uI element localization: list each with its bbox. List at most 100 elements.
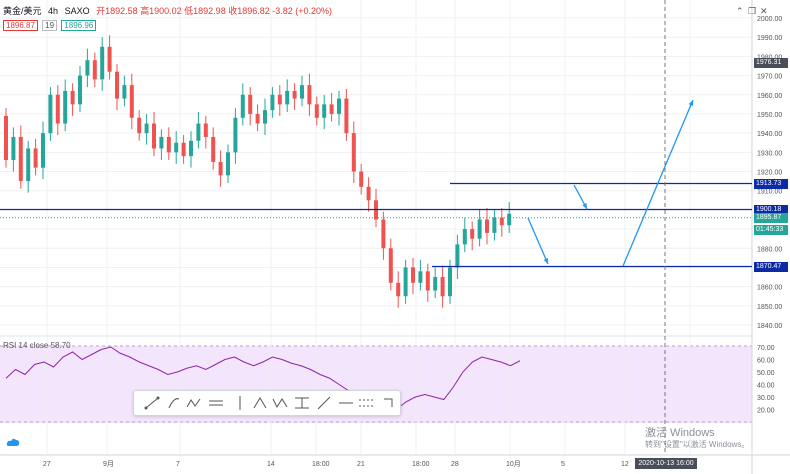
buy-price[interactable]: 1896.96 xyxy=(61,20,97,31)
time-tick-label: 21 xyxy=(357,461,365,468)
candle-body xyxy=(4,115,8,160)
candle-body xyxy=(129,85,134,118)
price-tick-label: 1930.00 xyxy=(757,150,782,157)
time-tick-label: 5 xyxy=(561,461,565,468)
trend-line-icon[interactable] xyxy=(144,395,160,411)
symbol-label[interactable]: 黄金/美元 xyxy=(3,6,42,16)
forecast-arrow-down-2-head xyxy=(543,258,548,264)
candle-body xyxy=(351,133,356,172)
candle-body xyxy=(277,94,282,105)
quote-row: 1896.87 19 1896.96 xyxy=(3,20,98,31)
sell-price[interactable]: 1896.87 xyxy=(3,20,38,31)
price-tick-label: 1880.00 xyxy=(757,246,782,253)
price-tag: 01:45:33 xyxy=(754,225,788,236)
candle-body xyxy=(174,142,179,153)
ray-icon[interactable] xyxy=(316,395,332,411)
candle-body xyxy=(477,219,482,239)
candle-body xyxy=(388,248,393,283)
candle-body xyxy=(396,282,401,297)
forecast-arrow-up-head xyxy=(688,100,694,106)
candle-body xyxy=(33,148,38,168)
cloud-icon[interactable] xyxy=(6,437,20,447)
pattern-icon[interactable] xyxy=(186,395,202,411)
price-tick-label: 2000.00 xyxy=(757,16,782,23)
candle-body xyxy=(314,104,319,118)
candle-body xyxy=(92,60,97,80)
time-tick-label: 10月 xyxy=(506,460,521,468)
price-tag: 1870.47 xyxy=(754,261,788,272)
crosshair-date: 2020-10-13 16:00 xyxy=(635,458,697,469)
rsi-tick-label: 20.00 xyxy=(757,408,775,415)
chart-header: 黄金/美元 4h SAXO 开1892.58 高1900.02 低1892.98… xyxy=(3,4,336,17)
rsi-line xyxy=(5,346,521,411)
candle-body xyxy=(418,271,423,283)
candle-body xyxy=(285,90,290,105)
candle-body xyxy=(403,267,408,297)
candle-body xyxy=(485,219,489,233)
candle-body xyxy=(85,60,90,76)
candle-body xyxy=(152,123,156,149)
candle-body xyxy=(100,46,105,80)
more-tools-icon[interactable] xyxy=(380,395,396,411)
candle-body xyxy=(137,117,142,134)
price-tick-label: 1960.00 xyxy=(757,93,782,100)
spread-value: 19 xyxy=(42,20,58,31)
candle-body xyxy=(166,136,171,153)
candle-body xyxy=(144,123,149,134)
abcd-icon[interactable] xyxy=(272,395,288,411)
candle-body xyxy=(226,152,230,176)
time-tick-label: 7 xyxy=(176,461,180,468)
candle-body xyxy=(203,123,208,137)
candle-body xyxy=(359,171,364,187)
candle-body xyxy=(115,71,119,99)
candle-body xyxy=(233,117,238,153)
candle-body xyxy=(440,277,445,297)
candle-body xyxy=(263,110,267,124)
brush-icon[interactable] xyxy=(166,395,182,411)
interval-label[interactable]: 4h xyxy=(48,6,59,16)
candle-body xyxy=(48,94,53,134)
price-tag: 1900.18 xyxy=(754,204,788,215)
measure-icon[interactable] xyxy=(294,395,310,411)
horizontal-ray-icon[interactable] xyxy=(358,395,374,411)
forecast-arrow-up xyxy=(622,99,694,267)
candle-body xyxy=(307,85,312,105)
price-tag: 1895.87 xyxy=(754,212,788,223)
candle-body xyxy=(181,142,186,157)
close-icon[interactable]: ✕ xyxy=(760,6,768,16)
candle-body xyxy=(218,161,223,176)
ohlc-readout: 开1892.58 高1900.02 低1892.98 收1896.82 -3.8… xyxy=(96,6,333,16)
candle-body xyxy=(425,271,430,291)
horizontal-line-icon[interactable] xyxy=(338,395,354,411)
forecast-arrow-down-1-head xyxy=(582,203,587,209)
time-tick-label: 14 xyxy=(267,461,275,468)
watermark-line1: 激活 Windows xyxy=(645,427,715,439)
price-tick-label: 1920.00 xyxy=(757,170,782,177)
windows-watermark: 激活 Windows 转到"设置"以激活 Windows。 xyxy=(645,427,749,451)
candle-body xyxy=(270,94,275,111)
candle-body xyxy=(499,217,504,226)
candle-body xyxy=(366,186,371,201)
time-tick-label: 12 xyxy=(621,461,629,468)
price-tick-label: 1850.00 xyxy=(757,304,782,311)
window-icon[interactable]: ❐ xyxy=(748,6,757,16)
time-tick-label: 18:00 xyxy=(412,461,430,468)
parallel-channel-icon[interactable] xyxy=(208,395,224,411)
candle-body xyxy=(329,104,334,114)
vertical-line-icon[interactable] xyxy=(232,395,248,411)
collapse-icon[interactable]: ⌃ xyxy=(736,6,744,16)
candle-body xyxy=(196,123,201,141)
price-tick-label: 1980.00 xyxy=(757,54,782,61)
candle-body xyxy=(300,85,304,99)
candle-body xyxy=(211,136,216,162)
candle-body xyxy=(248,94,253,114)
candle-body xyxy=(381,219,386,249)
time-tick-label: 18:00 xyxy=(312,461,330,468)
fib-icon[interactable] xyxy=(252,395,268,411)
forecast-arrow-down-2 xyxy=(527,217,549,265)
price-tick-label: 1910.00 xyxy=(757,189,782,196)
candle-body xyxy=(55,94,60,124)
candle-body xyxy=(78,75,82,105)
candle-body xyxy=(189,140,193,157)
